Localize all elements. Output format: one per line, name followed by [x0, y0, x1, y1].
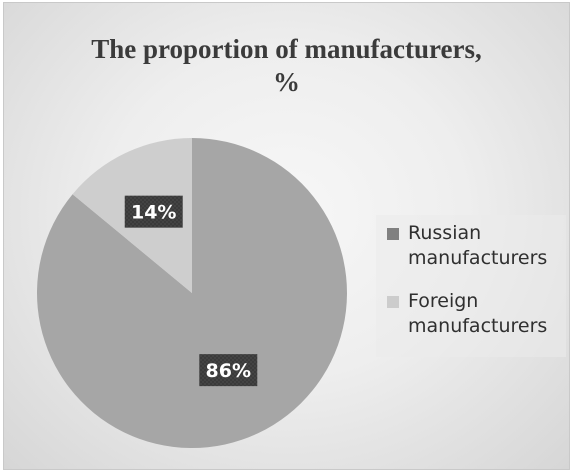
chart-legend: Russian manufacturers Foreign manufactur… [376, 215, 566, 357]
legend-swatch-russian [387, 228, 399, 240]
chart-title-line-1: The proportion of manufacturers, [91, 34, 482, 64]
legend-label-foreign: Foreign manufacturers [408, 289, 569, 339]
chart-title-line-2: % [273, 67, 300, 97]
chart-title: The proportion of manufacturers, % [4, 33, 569, 99]
legend-label-russian-line2: manufacturers [408, 247, 548, 269]
data-label-russian: 86% [206, 360, 251, 382]
data-label-box-russian [199, 354, 258, 387]
data-label-foreign: 14% [131, 202, 176, 224]
pie-slices [36, 138, 347, 448]
legend-label-russian: Russian manufacturers [408, 221, 569, 271]
pie-chart: 86% 14% [36, 138, 347, 448]
legend-swatch-foreign [387, 296, 399, 308]
data-label-box-foreign [124, 195, 183, 228]
pie-data-labels: 86% 14% [124, 195, 258, 387]
legend-label-foreign-line2: manufacturers [408, 315, 548, 337]
legend-label-russian-line1: Russian [408, 222, 482, 244]
chart-area: The proportion of manufacturers, % 86% 14… [3, 2, 570, 470]
legend-label-foreign-line1: Foreign [408, 290, 479, 312]
